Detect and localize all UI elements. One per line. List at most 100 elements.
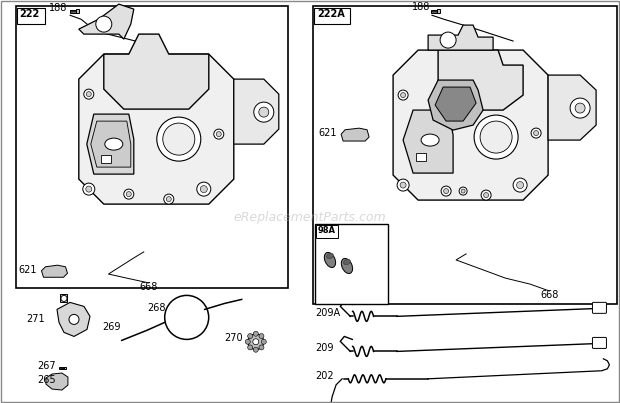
Circle shape (247, 345, 252, 350)
Circle shape (246, 339, 250, 344)
Circle shape (259, 345, 264, 350)
Polygon shape (234, 79, 279, 144)
Polygon shape (393, 50, 548, 200)
Circle shape (216, 132, 221, 137)
Circle shape (247, 334, 252, 339)
Polygon shape (46, 373, 68, 390)
Polygon shape (403, 110, 453, 173)
Polygon shape (91, 121, 131, 167)
Ellipse shape (324, 252, 335, 268)
Circle shape (401, 93, 405, 98)
Polygon shape (438, 50, 523, 110)
Circle shape (86, 186, 92, 192)
Text: 222A: 222A (317, 9, 345, 19)
Text: 269: 269 (102, 322, 121, 332)
FancyBboxPatch shape (436, 10, 440, 13)
Text: eReplacementParts.com: eReplacementParts.com (234, 211, 386, 224)
Circle shape (441, 186, 451, 196)
FancyBboxPatch shape (316, 224, 338, 238)
Circle shape (480, 121, 512, 153)
Circle shape (84, 89, 94, 99)
Circle shape (261, 339, 267, 344)
Circle shape (254, 102, 274, 122)
FancyBboxPatch shape (431, 10, 437, 12)
Text: 222: 222 (19, 9, 40, 19)
Polygon shape (548, 75, 596, 140)
Circle shape (400, 182, 406, 188)
Circle shape (86, 91, 91, 97)
Circle shape (124, 189, 134, 199)
FancyBboxPatch shape (593, 337, 606, 349)
Circle shape (200, 186, 207, 193)
Polygon shape (435, 87, 476, 121)
Text: 98A: 98A (318, 226, 336, 235)
Circle shape (459, 187, 467, 195)
Ellipse shape (105, 138, 123, 150)
FancyBboxPatch shape (101, 155, 111, 163)
Circle shape (96, 16, 112, 32)
Text: 668: 668 (540, 290, 559, 300)
Circle shape (163, 123, 195, 155)
Circle shape (397, 179, 409, 191)
Circle shape (126, 191, 131, 197)
Text: 268: 268 (148, 303, 166, 312)
Circle shape (164, 194, 174, 204)
Circle shape (254, 331, 259, 336)
Circle shape (570, 98, 590, 118)
Circle shape (484, 193, 489, 197)
Circle shape (575, 103, 585, 113)
FancyBboxPatch shape (314, 8, 350, 24)
Text: 265: 265 (37, 375, 56, 385)
Polygon shape (57, 302, 90, 337)
FancyBboxPatch shape (17, 8, 45, 24)
Circle shape (259, 107, 269, 117)
Circle shape (214, 129, 224, 139)
Ellipse shape (341, 258, 353, 274)
Polygon shape (87, 114, 134, 174)
Circle shape (197, 182, 211, 196)
Circle shape (443, 189, 449, 193)
Text: 267: 267 (37, 361, 56, 371)
Circle shape (481, 190, 491, 200)
Polygon shape (341, 128, 369, 141)
Circle shape (254, 347, 259, 352)
Text: 270: 270 (224, 333, 242, 343)
Circle shape (83, 183, 95, 195)
Polygon shape (104, 34, 209, 109)
FancyBboxPatch shape (593, 302, 606, 314)
Ellipse shape (421, 134, 439, 146)
Polygon shape (42, 265, 68, 277)
Circle shape (461, 189, 465, 193)
FancyBboxPatch shape (64, 367, 66, 369)
Circle shape (398, 90, 408, 100)
Polygon shape (79, 4, 134, 39)
FancyBboxPatch shape (313, 6, 617, 304)
Text: 209: 209 (316, 343, 334, 353)
Circle shape (474, 115, 518, 159)
Circle shape (248, 334, 264, 350)
Polygon shape (428, 80, 483, 130)
Circle shape (531, 128, 541, 138)
Ellipse shape (343, 259, 350, 265)
Polygon shape (428, 25, 493, 50)
FancyBboxPatch shape (416, 153, 426, 161)
Circle shape (157, 117, 201, 161)
Circle shape (166, 197, 171, 202)
Circle shape (61, 295, 67, 301)
Circle shape (259, 334, 264, 339)
Text: 621: 621 (318, 128, 337, 138)
Text: 188: 188 (412, 2, 430, 12)
FancyBboxPatch shape (315, 224, 388, 304)
Ellipse shape (327, 253, 334, 259)
FancyBboxPatch shape (70, 10, 76, 12)
Circle shape (534, 131, 539, 135)
Circle shape (69, 314, 79, 324)
Polygon shape (60, 295, 67, 302)
FancyBboxPatch shape (60, 367, 64, 369)
Text: 209A: 209A (316, 308, 341, 318)
Circle shape (516, 182, 524, 189)
Circle shape (253, 339, 259, 345)
Circle shape (513, 178, 527, 192)
Circle shape (440, 32, 456, 48)
Text: 271: 271 (27, 314, 45, 324)
